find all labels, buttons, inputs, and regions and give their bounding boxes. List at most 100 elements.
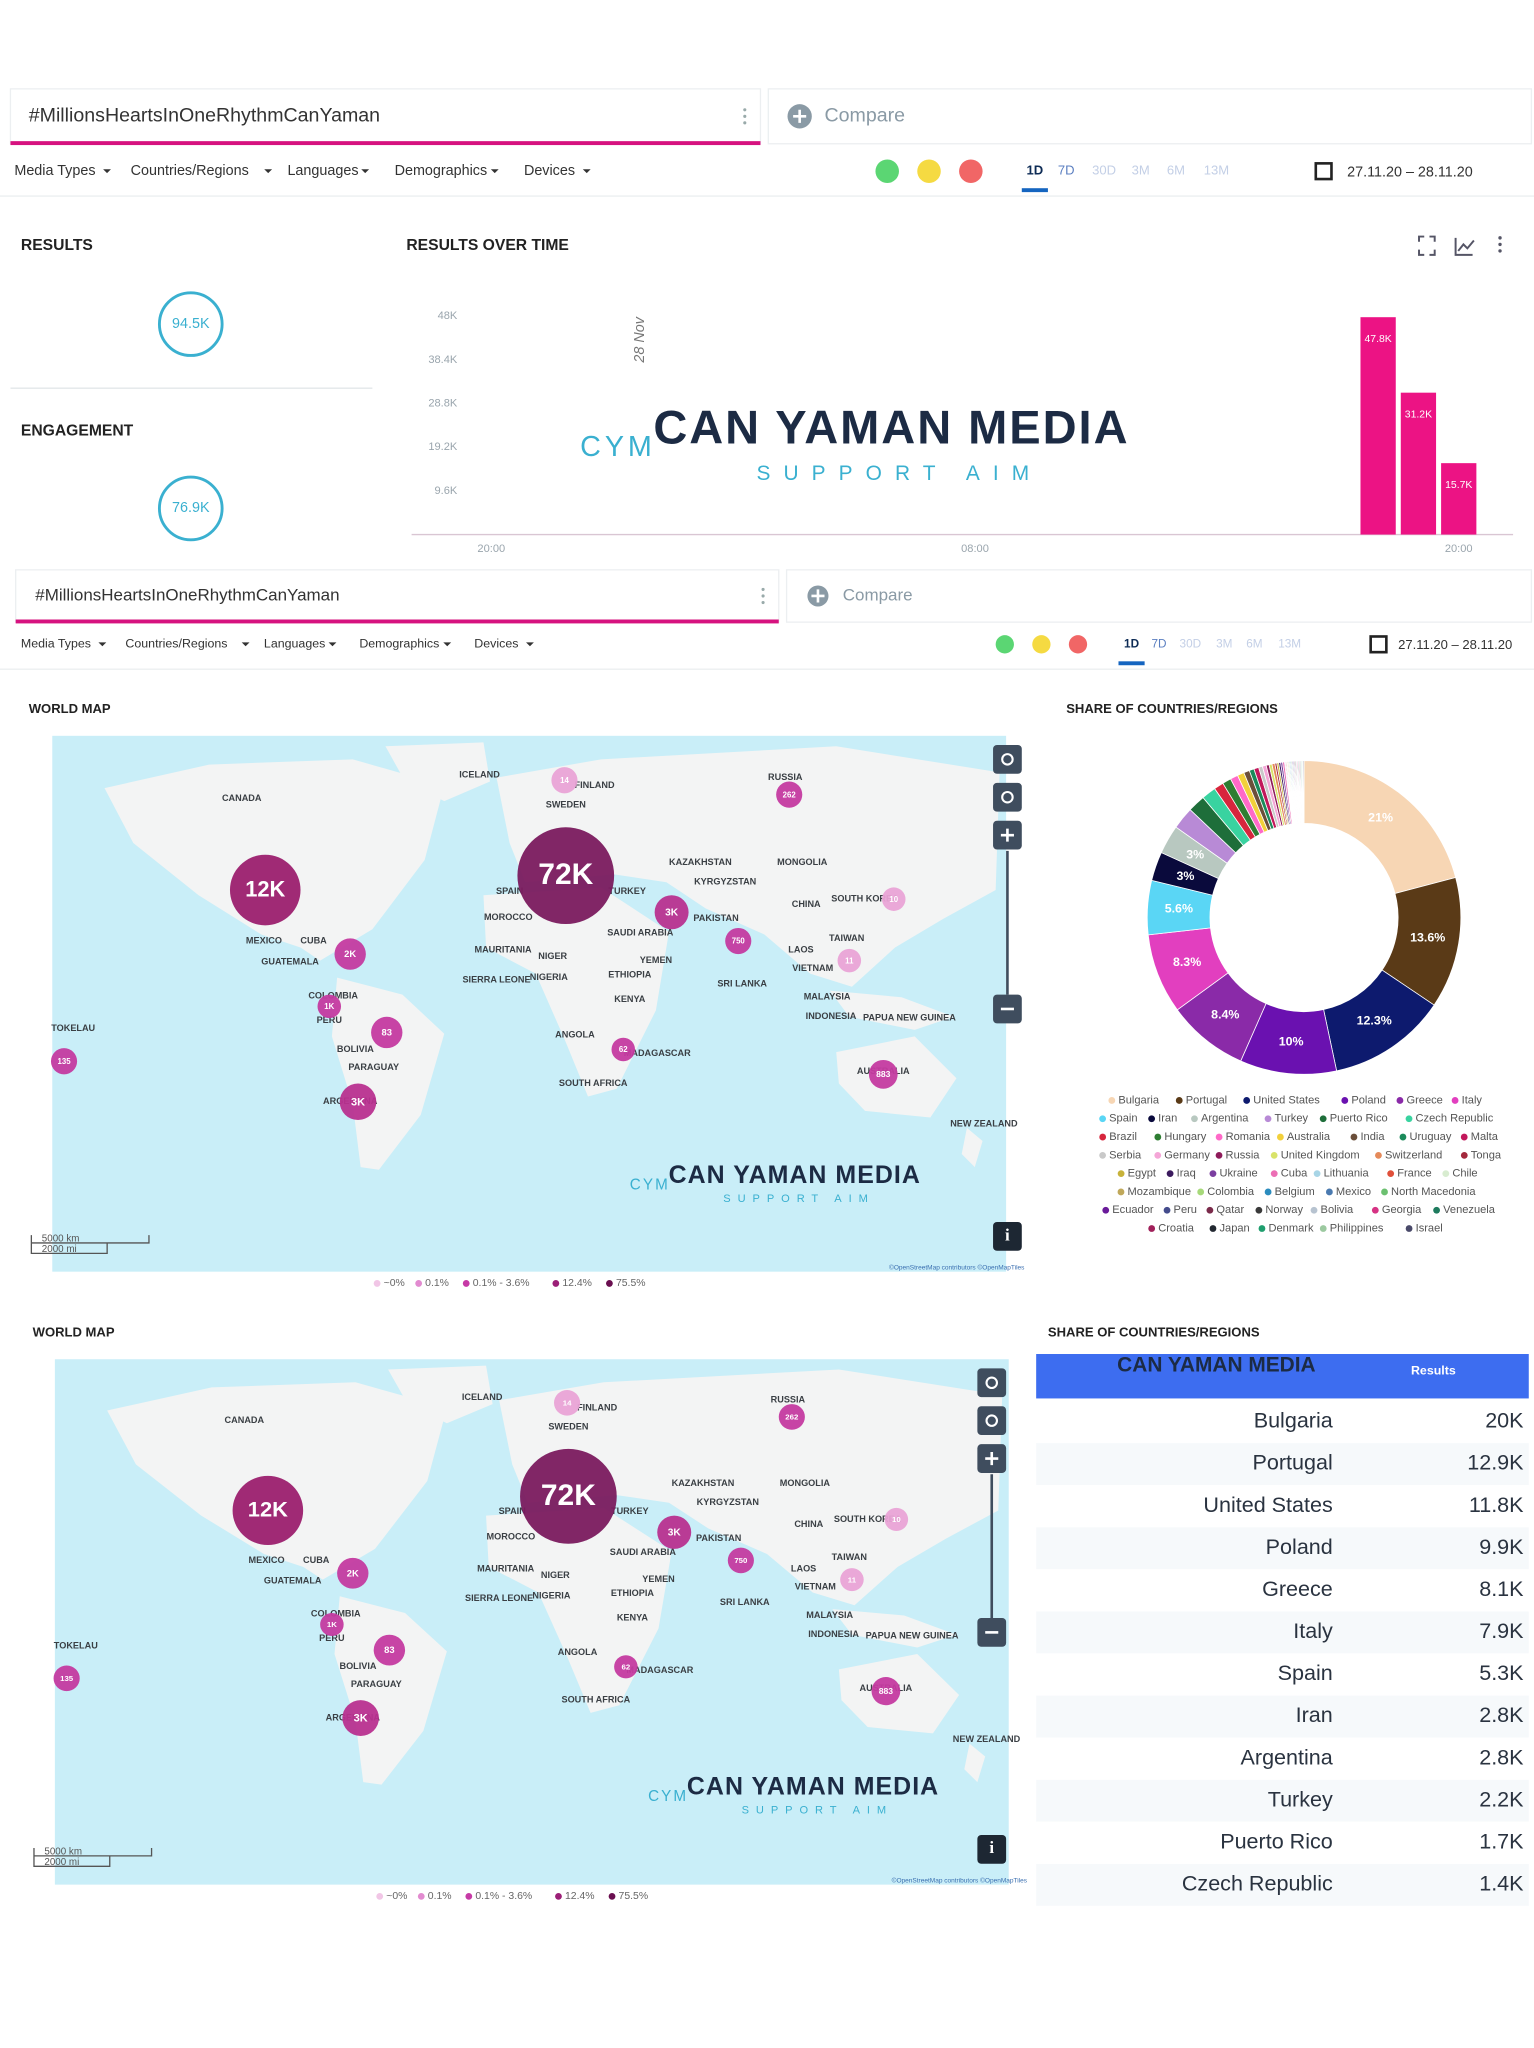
place-label: MOROCCO xyxy=(487,1532,536,1542)
table-header-label: Results xyxy=(1411,1363,1456,1377)
filter-dropdown[interactable]: Demographics xyxy=(359,637,439,651)
map-control[interactable] xyxy=(993,744,1022,774)
world-map: CANADA ICELAND FINLAND SWEDEN RUSSIA KAZAKHST… xyxy=(53,1359,1021,1885)
period-tab[interactable]: 3M xyxy=(1132,163,1150,178)
country-results: 11.8K xyxy=(1469,1492,1524,1517)
legend-label: Georgia xyxy=(1382,1204,1422,1216)
zoom-in-sign xyxy=(1000,828,1014,842)
filter-dropdown[interactable]: Languages xyxy=(264,637,325,651)
row-band xyxy=(1036,1863,1529,1906)
search-query: #MillionsHeartsInOneRhythmCanYaman xyxy=(35,585,339,604)
place-label: NIGERIA xyxy=(530,972,568,982)
scale-label: 5000 km xyxy=(44,1847,82,1858)
legend-label: Czech Republic xyxy=(1416,1113,1494,1125)
country-results: 2.8K xyxy=(1479,1744,1524,1769)
place-label: TURKEY xyxy=(611,1506,649,1516)
place-label: MALAYSIA xyxy=(804,992,851,1002)
legend-swatch xyxy=(608,1892,616,1900)
period-tab[interactable]: 3M xyxy=(1216,637,1232,650)
sentiment-icon xyxy=(1032,635,1051,654)
dropdown-caret xyxy=(443,642,452,647)
period-tab[interactable]: 13M xyxy=(1204,163,1229,178)
legend-swatch xyxy=(1433,1206,1440,1214)
filter-dropdown[interactable]: Devices xyxy=(524,163,575,179)
place-label: MALAYSIA xyxy=(806,1610,853,1620)
country-results: 1.7K xyxy=(1479,1828,1524,1853)
table-header xyxy=(1036,1354,1529,1399)
filter-dropdown[interactable]: Media Types xyxy=(14,163,95,179)
watermark-mark: CYM xyxy=(580,431,656,463)
legend-label: Serbia xyxy=(1109,1149,1142,1161)
period-tab[interactable]: 1D xyxy=(1124,637,1139,650)
legend-swatch xyxy=(1191,1115,1198,1123)
sentiment-icon xyxy=(995,635,1014,654)
place-label: NEW ZEALAND xyxy=(950,1118,1018,1128)
place-label: MEXICO xyxy=(249,1555,285,1565)
place-label: KENYA xyxy=(614,994,646,1004)
period-tab[interactable]: 6M xyxy=(1167,163,1185,178)
filter-dropdown[interactable]: Countries/Regions xyxy=(131,163,249,179)
legend-label: 0.1% - 3.6% xyxy=(475,1891,532,1902)
map-control[interactable] xyxy=(977,1368,1007,1398)
legend-swatch xyxy=(1375,1151,1382,1159)
filter-dropdown[interactable]: Demographics xyxy=(395,163,488,179)
info-button[interactable] xyxy=(993,1222,1022,1251)
place-label: BOLIVIA xyxy=(339,1661,377,1671)
map-bubble xyxy=(342,1700,379,1736)
header-watermark: CAN YAMAN MEDIA xyxy=(1117,1353,1315,1376)
watermark-name: CAN YAMAN MEDIA xyxy=(653,401,1129,454)
place-label: COLOMBIA xyxy=(308,990,358,1000)
bubble-label: 62 xyxy=(622,1663,631,1672)
place-label: SPAIN xyxy=(496,886,523,896)
scale-label: 5000 km xyxy=(42,1234,80,1245)
period-tab[interactable]: 30D xyxy=(1180,637,1202,650)
legend-swatch xyxy=(1319,1115,1327,1123)
dropdown-caret xyxy=(582,169,591,174)
place-label: MONGOLIA xyxy=(777,857,828,867)
period-tab[interactable]: 30D xyxy=(1092,163,1116,178)
bubble-label: 883 xyxy=(879,1686,894,1696)
filter-dropdown[interactable]: Devices xyxy=(474,637,518,651)
bubble-label: 11 xyxy=(845,956,854,965)
place-label: ICELAND xyxy=(462,1392,503,1402)
bubble-label: 12K xyxy=(245,876,285,901)
period-tab[interactable]: 7D xyxy=(1058,163,1075,178)
place-label: SRI LANKA xyxy=(720,1597,770,1607)
place-label: SPAIN xyxy=(499,1506,526,1516)
filter-dropdown[interactable]: Languages xyxy=(287,163,358,179)
filter-dropdown[interactable]: Countries/Regions xyxy=(125,637,227,651)
place-label: PERU xyxy=(317,1015,343,1025)
segment-label: 13.6% xyxy=(1410,931,1445,945)
legend-swatch xyxy=(462,1280,470,1287)
legend-swatch xyxy=(1148,1115,1156,1123)
country-results: 8.1K xyxy=(1479,1576,1524,1601)
legend-label: 75.5% xyxy=(616,1278,646,1289)
legend-label: Venezuela xyxy=(1443,1204,1496,1216)
kebab-dot xyxy=(743,121,747,125)
place-label: KAZAKHSTAN xyxy=(672,1478,735,1488)
place-label: GUATEMALA xyxy=(261,956,319,966)
country-results: 1.4K xyxy=(1479,1871,1524,1896)
filter-dropdown[interactable]: Media Types xyxy=(21,637,91,651)
period-tab[interactable]: 6M xyxy=(1246,637,1262,650)
place-label: YEMEN xyxy=(642,1574,674,1584)
info-button[interactable] xyxy=(977,1834,1007,1864)
map-bubble xyxy=(554,1389,581,1416)
period-tab[interactable]: 1D xyxy=(1027,163,1044,178)
map-control[interactable] xyxy=(993,782,1022,812)
legend-label: Turkey xyxy=(1275,1113,1309,1125)
legend-swatch xyxy=(1258,1225,1266,1232)
period-tab[interactable]: 13M xyxy=(1278,637,1301,650)
kpi-title: ENGAGEMENT xyxy=(21,422,134,439)
toolbar: #MillionsHeartsInOneRhythmCanYaman Compar… xyxy=(0,88,1534,197)
map-control[interactable] xyxy=(977,1406,1007,1436)
period-tab[interactable]: 7D xyxy=(1151,637,1166,650)
bubble-label: 72K xyxy=(541,1479,597,1512)
dropdown-caret xyxy=(328,642,337,647)
x-tick-label: 20:00 xyxy=(1445,543,1473,555)
y-tick-label: 19.2K xyxy=(428,441,458,453)
legend-label: United States xyxy=(1253,1094,1320,1106)
legend-label: Spain xyxy=(1109,1113,1137,1125)
map-bubble xyxy=(868,1059,898,1089)
place-label: PAPUA NEW GUINEA xyxy=(866,1630,959,1640)
